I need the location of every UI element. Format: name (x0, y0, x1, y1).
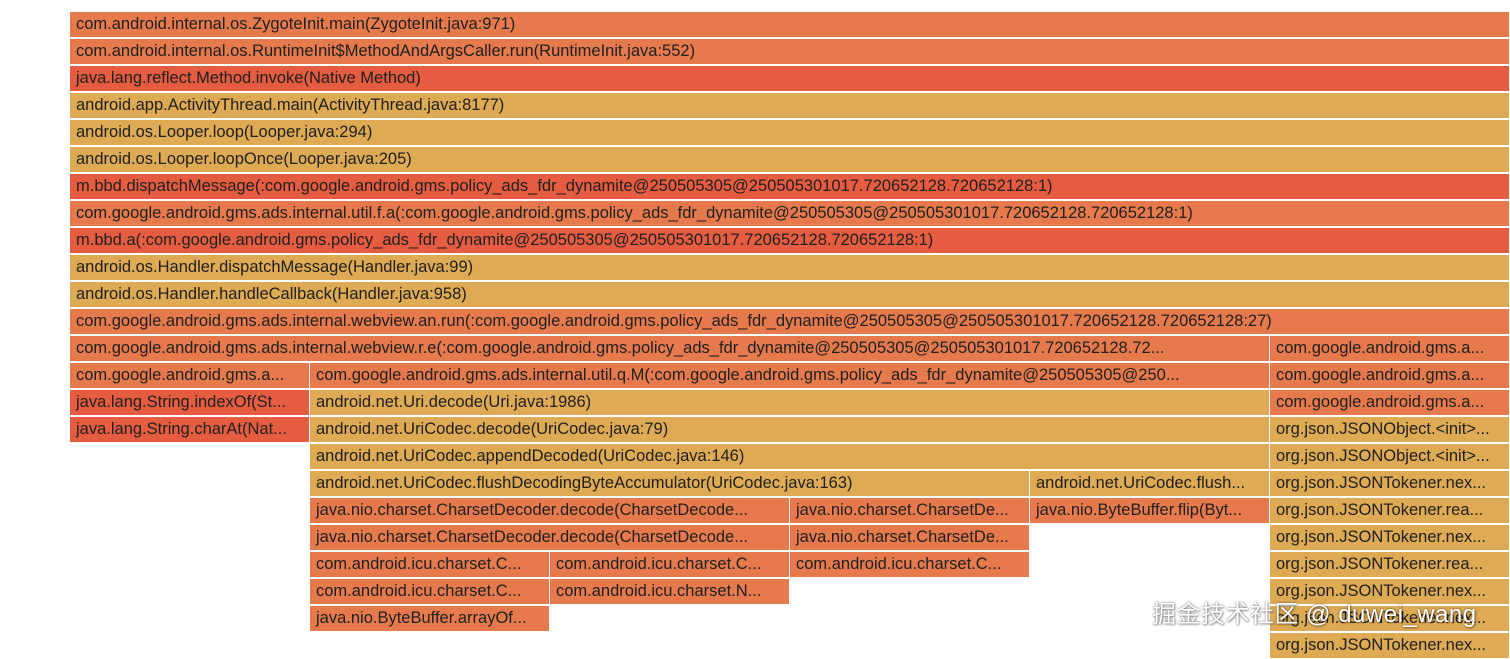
stack-frame[interactable]: com.google.android.gms.ads.internal.util… (310, 363, 1270, 389)
stack-frame[interactable]: org.json.JSONTokener.rea... (1270, 552, 1510, 578)
stack-frame[interactable]: java.nio.charset.CharsetDecoder.decode(C… (310, 525, 790, 551)
stack-frame[interactable]: com.google.android.gms.a... (70, 363, 310, 389)
stack-frame[interactable]: com.google.android.gms.a... (1270, 390, 1510, 416)
stack-frame[interactable]: org.json.JSONTokener.nex... (1270, 606, 1510, 632)
stack-frame[interactable]: android.net.UriCodec.decode(UriCodec.jav… (310, 417, 1270, 443)
stack-frame[interactable]: java.nio.ByteBuffer.arrayOf... (310, 606, 550, 632)
stack-frame[interactable]: com.android.icu.charset.C... (790, 552, 1030, 578)
stack-frame[interactable]: org.json.JSONTokener.nex... (1270, 525, 1510, 551)
stack-frame[interactable]: com.android.internal.os.RuntimeInit$Meth… (70, 39, 1510, 65)
stack-frame[interactable]: java.nio.charset.CharsetDe... (790, 525, 1030, 551)
stack-frame[interactable]: com.google.android.gms.a... (1270, 363, 1510, 389)
stack-frame[interactable]: com.android.icu.charset.C... (550, 552, 790, 578)
stack-frame[interactable]: java.lang.reflect.Method.invoke(Native M… (70, 66, 1510, 92)
stack-frame[interactable]: android.app.ActivityThread.main(Activity… (70, 93, 1510, 119)
stack-frame[interactable]: android.os.Handler.dispatchMessage(Handl… (70, 255, 1510, 281)
stack-frame[interactable]: java.lang.String.indexOf(St... (70, 390, 310, 416)
stack-frame[interactable]: java.nio.charset.CharsetDe... (790, 498, 1030, 524)
stack-frame[interactable]: org.json.JSONObject.<init>... (1270, 417, 1510, 443)
stack-frame[interactable]: java.nio.ByteBuffer.flip(Byt... (1030, 498, 1270, 524)
stack-frame[interactable]: java.lang.String.charAt(Nat... (70, 417, 310, 443)
stack-frame[interactable]: android.net.Uri.decode(Uri.java:1986) (310, 390, 1270, 416)
stack-frame[interactable]: com.android.icu.charset.C... (310, 579, 550, 605)
stack-frame[interactable]: android.net.UriCodec.appendDecoded(UriCo… (310, 444, 1270, 470)
stack-frame[interactable]: m.bbd.dispatchMessage(:com.google.androi… (70, 174, 1510, 200)
stack-frame[interactable]: java.nio.charset.CharsetDecoder.decode(C… (310, 498, 790, 524)
stack-frame[interactable]: com.android.icu.charset.N... (550, 579, 790, 605)
stack-frame[interactable]: android.os.Looper.loop(Looper.java:294) (70, 120, 1510, 146)
stack-frame[interactable]: com.google.android.gms.a... (1270, 336, 1510, 362)
stack-frame[interactable]: android.net.UriCodec.flushDecodingByteAc… (310, 471, 1030, 497)
stack-frame[interactable]: org.json.JSONTokener.nex... (1270, 579, 1510, 605)
stack-frame[interactable]: org.json.JSONTokener.nex... (1270, 471, 1510, 497)
stack-frame[interactable]: org.json.JSONTokener.rea... (1270, 498, 1510, 524)
stack-frame[interactable]: com.google.android.gms.ads.internal.webv… (70, 309, 1510, 335)
stack-frame[interactable]: com.google.android.gms.ads.internal.webv… (70, 336, 1270, 362)
stack-frame[interactable]: com.google.android.gms.ads.internal.util… (70, 201, 1510, 227)
stack-frame[interactable]: com.android.icu.charset.C... (310, 552, 550, 578)
stack-frame[interactable]: m.bbd.a(:com.google.android.gms.policy_a… (70, 228, 1510, 254)
stack-frame[interactable]: org.json.JSONObject.<init>... (1270, 444, 1510, 470)
stack-frame[interactable]: android.net.UriCodec.flush... (1030, 471, 1270, 497)
stack-frame[interactable]: android.os.Handler.handleCallback(Handle… (70, 282, 1510, 308)
stack-frame[interactable]: com.android.internal.os.ZygoteInit.main(… (70, 12, 1510, 38)
stack-frame[interactable]: android.os.Looper.loopOnce(Looper.java:2… (70, 147, 1510, 173)
stack-frame[interactable]: org.json.JSONTokener.nex... (1270, 633, 1510, 659)
